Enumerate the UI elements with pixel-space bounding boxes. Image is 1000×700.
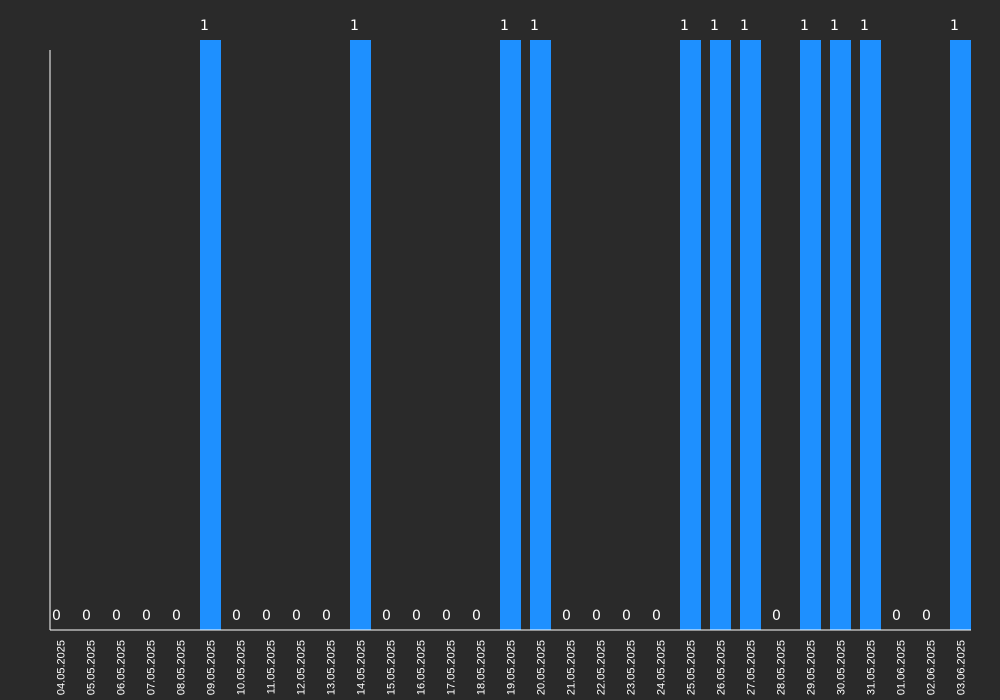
bar	[740, 40, 761, 630]
x-tick-label: 11.05.2025	[266, 640, 278, 694]
x-tick-label: 09.05.2025	[206, 640, 218, 695]
x-tick-label: 31.05.2025	[866, 640, 878, 695]
value-labels-layer: 0 0 0 0 0 1 0 0 0 0 1 0 0 0 0 1 1 0 0 0 0 1 1 1 0 1 1 1 0 0 1	[52, 18, 959, 624]
bar-value-label: 1	[950, 18, 959, 34]
bar-value-label: 1	[830, 18, 839, 34]
bar-value-label: 1	[740, 18, 749, 34]
bar-value-label: 0	[142, 608, 151, 624]
x-tick-label: 25.05.2025	[686, 640, 698, 695]
x-tick-label: 19.05.2025	[506, 640, 518, 695]
bar-value-label: 0	[652, 608, 661, 624]
x-tick-label: 05.05.2025	[86, 640, 98, 695]
bar	[860, 40, 881, 630]
bar-value-label: 0	[772, 608, 781, 624]
x-tick-labels-layer: 04.05.2025 05.05.2025 06.05.2025 07.05.2025…	[56, 640, 968, 695]
x-tick-label: 16.05.2025	[416, 640, 428, 695]
x-tick-label: 15.05.2025	[386, 640, 398, 695]
bar-value-label: 1	[530, 18, 539, 34]
x-tick-label: 20.05.2025	[536, 640, 548, 695]
bar-value-label: 0	[412, 608, 421, 624]
bar-value-label: 1	[800, 18, 809, 34]
bar-value-label: 1	[200, 18, 209, 34]
x-tick-label: 13.05.2025	[326, 640, 338, 695]
bar-value-label: 1	[500, 18, 509, 34]
bar-value-label: 0	[322, 608, 331, 624]
x-tick-label: 04.05.2025	[56, 640, 68, 695]
x-tick-label: 21.05.2025	[566, 640, 578, 695]
bar	[500, 40, 521, 630]
axis-layer	[49, 50, 971, 631]
bar-value-label: 0	[232, 608, 241, 624]
bar	[800, 40, 821, 630]
bar	[200, 40, 221, 630]
x-tick-label: 22.05.2025	[596, 640, 608, 695]
bar-value-label: 0	[82, 608, 91, 624]
bar-value-label: 0	[172, 608, 181, 624]
x-tick-label: 01.06.2025	[896, 640, 908, 695]
bar-value-label: 0	[52, 608, 61, 624]
bar-value-label: 0	[262, 608, 271, 624]
x-tick-label: 28.05.2025	[776, 640, 788, 695]
x-tick-label: 14.05.2025	[356, 640, 368, 695]
bar-value-label: 1	[860, 18, 869, 34]
bar	[530, 40, 551, 630]
x-tick-label: 26.05.2025	[716, 640, 728, 695]
bar-value-label: 0	[472, 608, 481, 624]
x-tick-label: 10.05.2025	[236, 640, 248, 695]
bar-value-label: 1	[680, 18, 689, 34]
x-tick-label: 18.05.2025	[476, 640, 488, 695]
bar-value-label: 1	[710, 18, 719, 34]
bar-value-label: 0	[442, 608, 451, 624]
x-tick-label: 03.06.2025	[956, 640, 968, 695]
bar-value-label: 0	[622, 608, 631, 624]
bar-value-label: 0	[562, 608, 571, 624]
x-tick-label: 07.05.2025	[146, 640, 158, 695]
x-tick-label: 30.05.2025	[836, 640, 848, 695]
bar	[950, 40, 971, 630]
bar	[680, 40, 701, 630]
x-tick-label: 06.05.2025	[116, 640, 128, 695]
bar	[710, 40, 731, 630]
x-tick-label: 08.05.2025	[176, 640, 188, 695]
bar-value-label: 0	[892, 608, 901, 624]
x-tick-label: 27.05.2025	[746, 640, 758, 695]
x-tick-label: 17.05.2025	[446, 640, 458, 695]
bar-value-label: 0	[112, 608, 121, 624]
bar-value-label: 0	[922, 608, 931, 624]
bar-value-label: 1	[350, 18, 359, 34]
bars-layer	[200, 40, 971, 630]
x-tick-label: 24.05.2025	[656, 640, 668, 695]
x-tick-label: 29.05.2025	[806, 640, 818, 695]
x-tick-label: 23.05.2025	[626, 640, 638, 695]
bar-value-label: 0	[382, 608, 391, 624]
bar-value-label: 0	[292, 608, 301, 624]
bar-value-label: 0	[592, 608, 601, 624]
bar	[830, 40, 851, 630]
x-tick-label: 02.06.2025	[926, 640, 938, 695]
x-tick-label: 12.05.2025	[296, 640, 308, 695]
bar	[350, 40, 371, 630]
